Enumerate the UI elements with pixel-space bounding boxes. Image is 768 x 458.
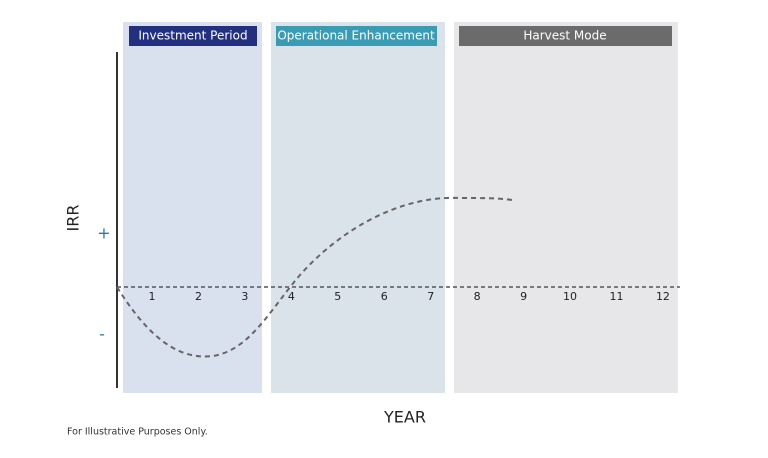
year-label: 5: [334, 290, 341, 303]
phase-panel: [271, 22, 445, 393]
phase-header: [129, 26, 257, 46]
footnote: For Illustrative Purposes Only.: [67, 427, 208, 438]
year-label: 1: [149, 290, 156, 303]
phase-header: [276, 26, 437, 46]
phase-label: Investment Period: [138, 29, 247, 43]
year-label: 3: [241, 290, 248, 303]
phase-panel: [454, 22, 678, 393]
year-labels: 1 2 3 4 5 6 7 8 9 10 11 12: [149, 290, 670, 303]
year-label: 10: [563, 290, 577, 303]
phase-label: Harvest Mode: [523, 29, 606, 43]
year-label: 9: [520, 290, 527, 303]
year-label: 12: [656, 290, 670, 303]
negative-label: -: [99, 325, 105, 344]
y-axis-label: IRR: [64, 205, 83, 232]
j-curve: [116, 196, 513, 358]
phase-label: Operational Enhancement: [277, 29, 435, 43]
year-label: 2: [195, 290, 202, 303]
year-label: 4: [288, 290, 295, 303]
phase-header: [459, 26, 672, 46]
year-label: 6: [381, 290, 388, 303]
positive-label: +: [97, 224, 110, 243]
year-label: 11: [610, 290, 624, 303]
phase-panel: [123, 22, 262, 393]
x-axis-label: YEAR: [383, 408, 426, 427]
year-label: 7: [427, 290, 434, 303]
year-label: 8: [474, 290, 481, 303]
